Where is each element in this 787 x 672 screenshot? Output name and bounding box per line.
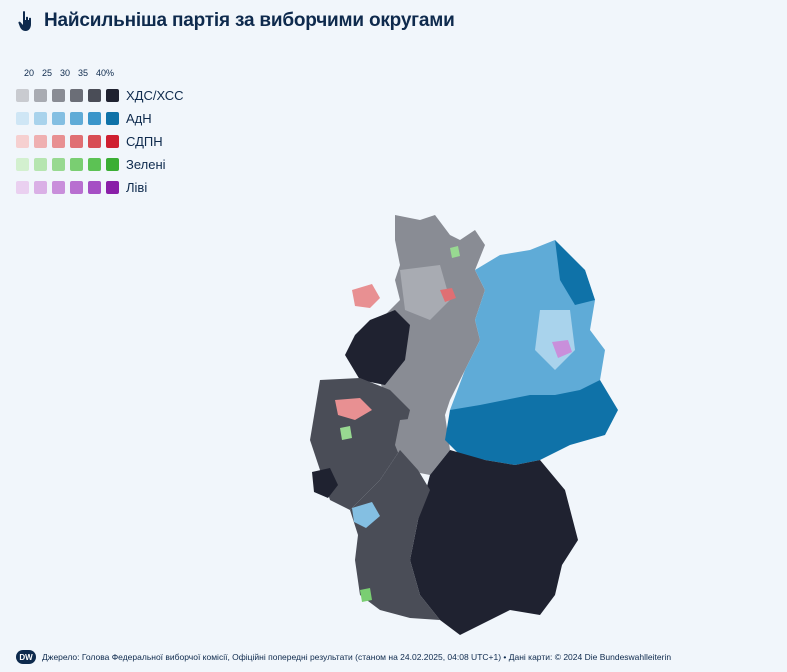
legend-party-label: СДПН — [126, 133, 163, 149]
legend-swatch — [52, 88, 65, 102]
legend-swatch — [34, 111, 47, 125]
legend-row: АдН — [16, 110, 184, 126]
region-saxony-afd[interactable] — [445, 380, 618, 465]
legend-swatch — [106, 111, 119, 125]
legend-swatch — [88, 111, 101, 125]
region-berlin-left[interactable] — [552, 340, 572, 358]
legend-swatch — [70, 157, 83, 171]
scale-label: 40% — [96, 68, 115, 78]
region-spd-rhine[interactable] — [335, 398, 372, 420]
legend-swatch — [16, 180, 29, 194]
source-note: Джерело: Голова Федеральної виборчої ком… — [42, 652, 672, 662]
scale-label: 30 — [60, 68, 71, 78]
footer: DW Джерело: Голова Федеральної виборчої … — [16, 650, 671, 664]
legend-swatch — [16, 157, 29, 171]
region-palatinate-afd[interactable] — [352, 502, 380, 528]
region-green-north[interactable] — [450, 246, 460, 258]
legend-swatch — [34, 157, 47, 171]
legend-row: Ліві — [16, 179, 184, 195]
region-west-cdu-dark[interactable] — [345, 310, 410, 385]
legend-swatch — [52, 111, 65, 125]
legend-swatch — [88, 180, 101, 194]
legend-swatch — [88, 157, 101, 171]
scale-label: 35 — [78, 68, 89, 78]
legend-swatch — [52, 180, 65, 194]
pointer-hand-icon — [18, 11, 31, 31]
region-east-afd-dark[interactable] — [555, 240, 595, 305]
region-spd-hamburg[interactable] — [440, 288, 456, 302]
region-green-cologne[interactable] — [340, 426, 352, 440]
legend-row: Зелені — [16, 156, 184, 172]
region-bavaria-cdu[interactable] — [410, 450, 578, 635]
legend-party-label: АдН — [126, 110, 152, 126]
legend-swatch — [88, 134, 101, 148]
legend-row: СДПН — [16, 133, 184, 149]
legend-party-label: Зелені — [126, 156, 166, 172]
legend-swatch — [70, 134, 83, 148]
legend-swatch — [70, 180, 83, 194]
scale-label: 25 — [42, 68, 53, 78]
region-north-cdu[interactable] — [380, 215, 485, 425]
legend-swatch — [16, 134, 29, 148]
region-west-cdu[interactable] — [310, 378, 410, 510]
region-west-black[interactable] — [312, 468, 338, 498]
legend-swatch — [106, 180, 119, 194]
legend-swatch — [106, 157, 119, 171]
legend-party-label: Ліві — [126, 179, 148, 195]
region-bw-cdu[interactable] — [350, 450, 440, 620]
legend-row: ХДС/ХСС — [16, 87, 184, 103]
legend-swatch — [34, 88, 47, 102]
region-north-cdu-light[interactable] — [400, 265, 450, 320]
legend: 20 25 30 35 40% ХДС/ХСС АдН СДПН Зелені Ліві — [16, 68, 184, 195]
legend-swatch — [34, 134, 47, 148]
legend-swatch — [106, 134, 119, 148]
header: Найсильніша партія за виборчими округами — [16, 10, 455, 32]
dw-logo: DW — [16, 650, 36, 664]
germany-constituency-map[interactable] — [300, 210, 630, 640]
legend-swatch — [52, 157, 65, 171]
scale-label: 20 — [24, 68, 35, 78]
legend-swatch — [88, 88, 101, 102]
region-green-freiburg[interactable] — [360, 588, 372, 602]
region-spd-coast[interactable] — [352, 284, 380, 308]
legend-swatch — [16, 111, 29, 125]
legend-swatch — [16, 88, 29, 102]
page-title: Найсильніша партія за виборчими округами — [44, 10, 455, 31]
legend-party-label: ХДС/ХСС — [126, 87, 184, 103]
legend-scale: 20 25 30 35 40% — [24, 68, 184, 80]
legend-swatch — [34, 180, 47, 194]
legend-swatch — [70, 111, 83, 125]
legend-swatch — [52, 134, 65, 148]
legend-swatch — [106, 88, 119, 102]
legend-swatch — [70, 88, 83, 102]
